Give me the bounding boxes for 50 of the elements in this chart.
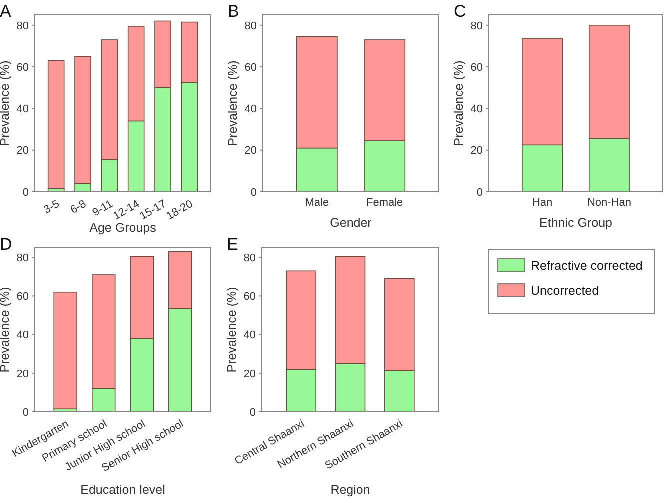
y-axis-title: Prevalence (%): [0, 287, 12, 373]
y-tick-label: 40: [16, 104, 29, 116]
y-axis-title: Prevalence (%): [452, 60, 466, 146]
x-tick-label: Male: [305, 197, 330, 209]
x-tick-label: Han: [532, 197, 553, 209]
bar: [48, 60, 65, 190]
y-tick-label: 60: [470, 62, 483, 74]
chart-title: A: [0, 2, 12, 21]
chart-title: C: [454, 2, 466, 21]
x-axis-title: Education level: [80, 483, 166, 497]
y-tick-label: 80: [244, 252, 256, 264]
y-axis-title: Prevalence (%): [226, 60, 240, 146]
y-tick-label: 60: [244, 62, 257, 74]
y-tick-label: 40: [470, 104, 483, 116]
y-tick-label: 0: [250, 186, 257, 199]
y-tick-label: 20: [470, 145, 483, 158]
x-axis-title: Gender: [330, 216, 372, 230]
y-axis-title: Prevalence (%): [225, 287, 239, 373]
y-tick-label: 20: [244, 145, 257, 158]
x-tick-label: Female: [366, 197, 404, 209]
y-tick-label: 20: [16, 368, 29, 380]
y-tick-label: 40: [244, 330, 256, 342]
y-tick-label: 20: [16, 145, 29, 158]
x-tick-label: 6-8: [68, 198, 88, 217]
chart-title: D: [0, 235, 12, 254]
y-tick-label: 60: [244, 291, 256, 304]
y-tick-label: 0: [476, 186, 483, 199]
y-tick-label: 40: [244, 104, 257, 116]
y-tick-label: 0: [22, 186, 29, 199]
x-tick-label: Non-Han: [587, 197, 632, 209]
y-tick-label: 80: [16, 20, 29, 32]
y-tick-label: 0: [22, 406, 29, 419]
y-tick-label: 40: [16, 330, 29, 342]
y-tick-label: 20: [244, 368, 256, 380]
y-tick-label: 80: [16, 252, 29, 264]
x-axis-title: Age Groups: [90, 221, 156, 235]
y-tick-label: 60: [16, 62, 29, 74]
y-tick-label: 80: [470, 20, 483, 32]
bar: [54, 292, 78, 410]
x-tick-label: 3-5: [42, 198, 62, 217]
x-axis-title: Ethnic Group: [540, 216, 613, 230]
x-axis-title: Region: [330, 483, 370, 497]
legend-label: Uncorrected: [531, 284, 600, 298]
y-tick-label: 60: [16, 291, 29, 304]
y-tick-label: 80: [244, 20, 257, 32]
chart-title: B: [228, 2, 240, 21]
y-tick-label: 0: [250, 406, 256, 419]
y-axis-title: Prevalence (%): [0, 60, 12, 146]
legend-label: Refractive corrected: [531, 259, 643, 273]
chart-title: E: [227, 235, 238, 254]
